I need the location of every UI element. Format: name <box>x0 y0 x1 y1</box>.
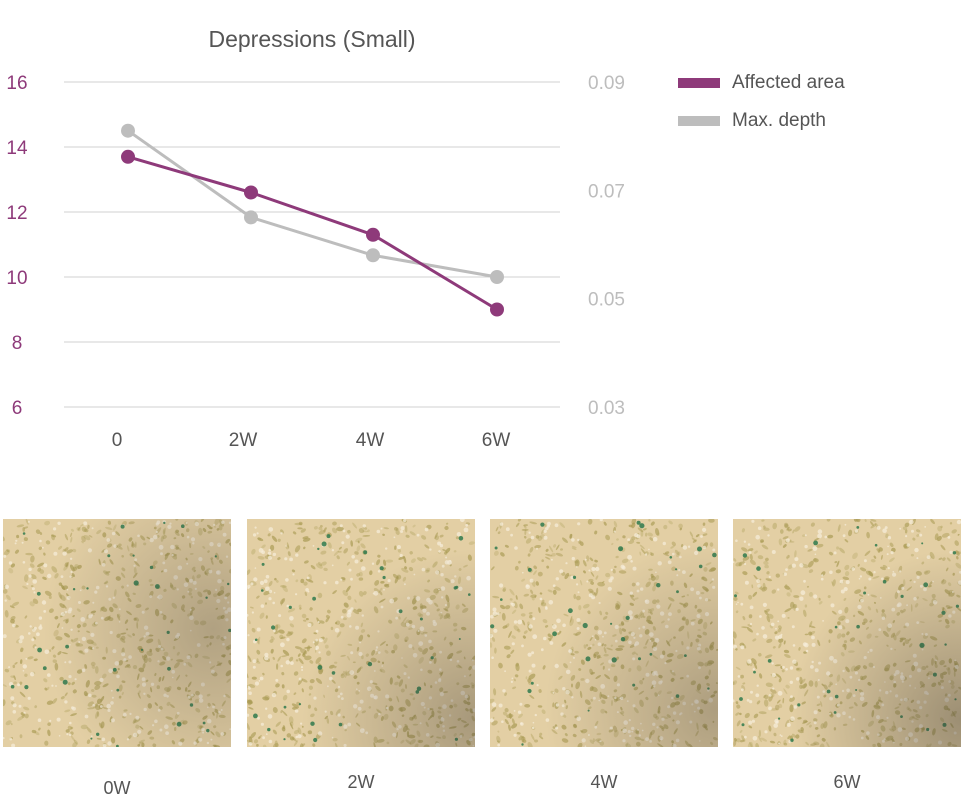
photo-caption-0w: 0W <box>103 778 131 798</box>
x-tick-label: 0 <box>112 430 123 451</box>
y-right-tick-label: 0.03 <box>588 398 625 419</box>
y-left-tick-label: 10 <box>6 268 27 289</box>
y-left-tick-label: 6 <box>12 398 23 419</box>
x-axis: 0 2W 4W 6W <box>112 430 511 451</box>
chart-legend: Affected area Max. depth <box>678 64 845 140</box>
skin-texture <box>247 519 475 747</box>
series-points <box>121 123 504 317</box>
skin-photo-2w <box>247 519 475 747</box>
y-axis-left: 16 14 12 10 8 6 <box>6 73 28 419</box>
data-point <box>244 185 258 200</box>
legend-label: Max. depth <box>732 110 826 131</box>
y-left-tick-label: 12 <box>6 203 27 224</box>
y-left-tick-label: 8 <box>12 333 23 354</box>
series-line-max-depth <box>127 129 498 279</box>
skin-photo-4w <box>490 519 718 747</box>
x-tick-label: 6W <box>482 430 511 451</box>
y-right-tick-label: 0.07 <box>588 181 625 202</box>
legend-item-max-depth: Max. depth <box>678 102 845 140</box>
x-tick-label: 4W <box>356 430 385 451</box>
legend-swatch <box>678 116 720 126</box>
legend-swatch <box>678 78 720 88</box>
series-line-affected-area <box>127 155 498 311</box>
y-left-tick-label: 16 <box>6 73 27 94</box>
chart-title: Depressions (Small) <box>208 26 415 52</box>
x-tick-label: 2W <box>229 430 258 451</box>
photo-caption-6w: 6W <box>833 772 861 792</box>
y-axis-right: 0.09 0.07 0.05 0.03 <box>588 73 625 419</box>
skin-photo-6w <box>733 519 961 747</box>
y-right-tick-label: 0.05 <box>588 290 625 311</box>
data-point <box>121 123 135 138</box>
photo-caption-4w: 4W <box>590 772 618 792</box>
series-lines <box>127 129 498 311</box>
photo-caption-2w: 2W <box>347 772 375 792</box>
skin-texture <box>490 519 718 747</box>
data-point <box>490 302 504 317</box>
data-point <box>366 227 380 242</box>
gridlines <box>64 81 560 408</box>
skin-texture <box>3 519 231 747</box>
skin-texture <box>733 519 961 747</box>
y-right-tick-label: 0.09 <box>588 73 625 94</box>
skin-photo-0w <box>3 519 231 747</box>
data-point <box>490 270 504 284</box>
legend-item-affected-area: Affected area <box>678 64 845 102</box>
legend-label: Affected area <box>732 72 845 93</box>
y-left-tick-label: 14 <box>6 138 28 159</box>
data-point <box>121 149 135 164</box>
data-point <box>366 248 380 263</box>
data-point <box>244 210 258 225</box>
